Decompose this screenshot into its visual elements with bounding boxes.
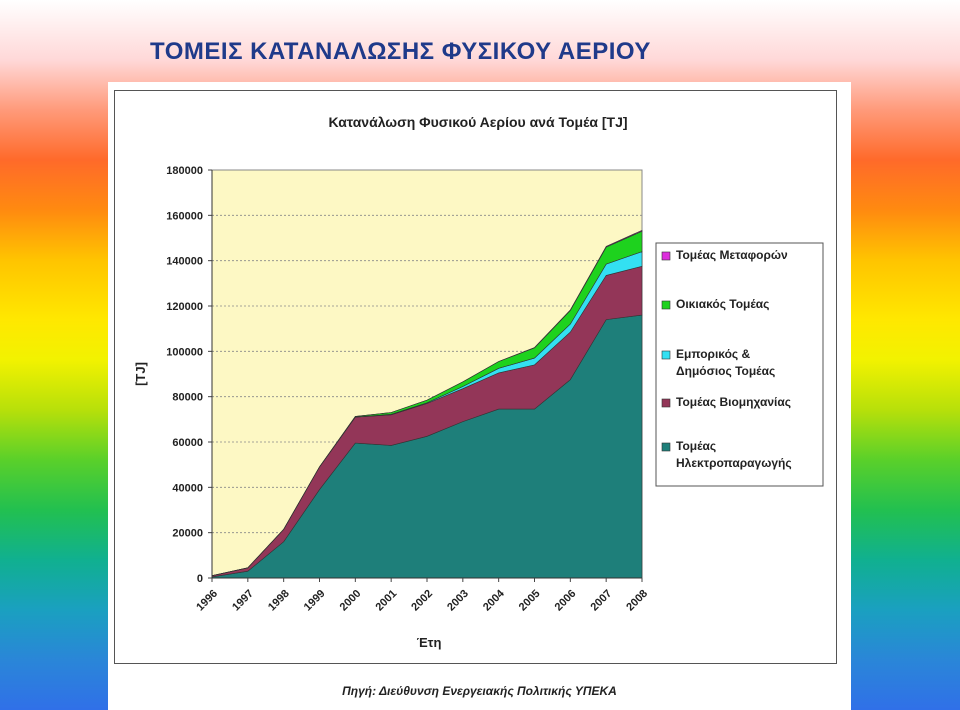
legend-label: Τομέας Βιομηχανίας xyxy=(676,395,791,409)
legend-swatch xyxy=(661,350,671,360)
x-tick-label: 2002 xyxy=(409,588,435,614)
y-tick-label: 0 xyxy=(197,573,203,585)
x-tick-label: 2000 xyxy=(338,588,364,614)
legend-swatch xyxy=(661,442,671,452)
area-series-5 xyxy=(211,229,643,576)
x-tick-label: 2003 xyxy=(445,588,471,614)
stacked-area-chart: Κατανάλωση Φυσικού Αερίου ανά Τομέα [TJ]… xyxy=(133,114,824,650)
y-tick-label: 60000 xyxy=(172,437,203,449)
legend-label: Ηλεκτροπαραγωγής xyxy=(676,456,792,470)
x-tick-label: 2005 xyxy=(517,588,543,614)
legend-swatch xyxy=(661,251,671,261)
y-tick-label: 40000 xyxy=(172,482,203,494)
y-tick-label: 20000 xyxy=(172,528,203,540)
x-tick-label: 1996 xyxy=(194,588,220,614)
y-tick-label: 120000 xyxy=(166,301,203,313)
legend-box xyxy=(655,242,824,487)
x-tick-label: 2006 xyxy=(553,588,579,614)
y-tick-label: 160000 xyxy=(166,210,203,222)
legend-label: Δημόσιος Τομέας xyxy=(676,364,775,378)
x-axis-title: Έτη xyxy=(417,635,442,650)
y-tick-label: 180000 xyxy=(166,165,203,177)
legend-label: Τομέας Μεταφορών xyxy=(676,248,788,262)
source-note: Πηγή: Διεύθυνση Ενεργειακής Πολιτικής ΥΠ… xyxy=(342,684,617,698)
legend-swatch xyxy=(661,398,671,408)
y-tick-label: 140000 xyxy=(166,256,203,268)
chart-panel: Κατανάλωση Φυσικού Αερίου ανά Τομέα [TJ]… xyxy=(108,82,851,710)
legend-label: Τομέας xyxy=(676,439,716,453)
y-tick-label: 100000 xyxy=(166,346,203,358)
x-tick-label: 1998 xyxy=(266,588,292,614)
x-tick-label: 1997 xyxy=(230,588,256,614)
chart-title: Κατανάλωση Φυσικού Αερίου ανά Τομέα [TJ] xyxy=(328,114,627,130)
legend-label: Οικιακός Τομέας xyxy=(676,297,769,311)
x-tick-label: 2001 xyxy=(373,588,399,614)
legend-swatch xyxy=(661,300,671,310)
x-tick-label: 1999 xyxy=(302,588,328,614)
x-tick-label: 2004 xyxy=(481,587,507,613)
legend-label: Εμπορικός & xyxy=(676,347,750,361)
x-tick-label: 2007 xyxy=(588,588,614,614)
x-tick-label: 2008 xyxy=(624,588,650,614)
y-tick-label: 80000 xyxy=(172,392,203,404)
slide-title: ΤΟΜΕΙΣ ΚΑΤΑΝΑΛΩΣΗΣ ΦΥΣΙΚΟΥ ΑΕΡΙΟΥ xyxy=(150,38,651,65)
y-axis-title: [TJ] xyxy=(133,362,148,386)
chart-frame: Κατανάλωση Φυσικού Αερίου ανά Τομέα [TJ]… xyxy=(114,90,837,664)
